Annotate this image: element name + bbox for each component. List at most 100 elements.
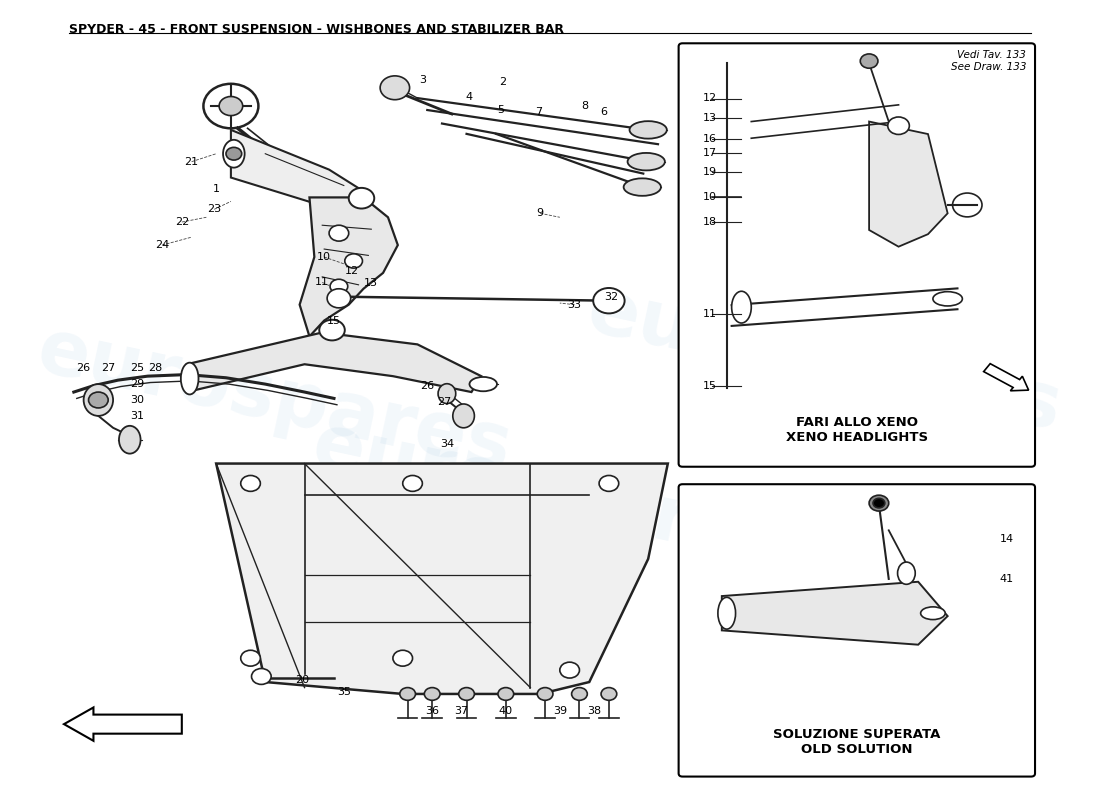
Circle shape (425, 687, 440, 700)
Circle shape (873, 498, 884, 508)
Text: 28: 28 (148, 363, 163, 374)
Text: 25: 25 (131, 363, 145, 374)
Text: 17: 17 (703, 148, 717, 158)
FancyArrow shape (64, 707, 182, 741)
Circle shape (344, 254, 363, 268)
Text: 33: 33 (568, 300, 582, 310)
Text: 30: 30 (131, 395, 144, 405)
Text: 9: 9 (537, 208, 543, 218)
Circle shape (88, 392, 108, 408)
Text: 3: 3 (419, 75, 426, 85)
Text: 22: 22 (175, 217, 189, 227)
Circle shape (330, 279, 348, 294)
Ellipse shape (624, 178, 661, 196)
Ellipse shape (921, 607, 945, 619)
Text: 26: 26 (77, 363, 90, 374)
Text: 14: 14 (1000, 534, 1013, 544)
Text: 11: 11 (703, 310, 717, 319)
Text: 38: 38 (587, 706, 602, 717)
Circle shape (252, 669, 272, 685)
Polygon shape (722, 582, 947, 645)
Ellipse shape (933, 292, 962, 306)
Circle shape (403, 475, 422, 491)
Text: SPYDER - 45 - FRONT SUSPENSION - WISHBONES AND STABILIZER BAR: SPYDER - 45 - FRONT SUSPENSION - WISHBON… (69, 22, 564, 36)
Circle shape (381, 76, 409, 100)
Circle shape (953, 193, 982, 217)
Text: FARI ALLO XENO
XENO HEADLIGHTS: FARI ALLO XENO XENO HEADLIGHTS (785, 416, 928, 444)
Text: 11: 11 (316, 278, 329, 287)
Text: 13: 13 (364, 278, 378, 288)
Text: 10: 10 (703, 192, 717, 202)
Text: 16: 16 (703, 134, 717, 144)
Circle shape (241, 475, 261, 491)
Polygon shape (231, 130, 373, 210)
Text: 12: 12 (344, 266, 359, 275)
Text: 29: 29 (131, 379, 145, 389)
Text: 8: 8 (581, 101, 587, 111)
Text: 39: 39 (553, 706, 566, 717)
Text: eurospares: eurospares (733, 211, 981, 299)
Text: 26: 26 (420, 381, 434, 390)
Ellipse shape (470, 377, 497, 391)
Circle shape (349, 188, 374, 209)
Text: 15: 15 (327, 315, 341, 326)
Circle shape (572, 687, 587, 700)
Polygon shape (869, 122, 947, 246)
Ellipse shape (119, 426, 141, 454)
Text: 10: 10 (317, 252, 331, 262)
Text: 40: 40 (498, 706, 513, 717)
Text: eurospares: eurospares (31, 314, 519, 486)
Circle shape (560, 662, 580, 678)
Text: 6: 6 (601, 107, 607, 118)
Ellipse shape (898, 562, 915, 584)
Text: 35: 35 (337, 687, 351, 698)
Circle shape (219, 97, 243, 115)
Circle shape (327, 289, 351, 308)
Circle shape (537, 687, 553, 700)
Text: 21: 21 (185, 157, 199, 166)
Text: 23: 23 (207, 204, 221, 214)
Ellipse shape (718, 598, 736, 629)
Ellipse shape (732, 291, 751, 323)
Text: eurospares: eurospares (581, 274, 1069, 446)
Circle shape (498, 687, 514, 700)
Text: 36: 36 (426, 706, 439, 717)
Text: 7: 7 (535, 107, 542, 118)
Circle shape (888, 117, 910, 134)
Text: eurospares: eurospares (760, 596, 954, 665)
Circle shape (226, 147, 242, 160)
Text: 18: 18 (703, 218, 717, 227)
Text: 15: 15 (703, 382, 717, 391)
Circle shape (399, 687, 416, 700)
Text: 27: 27 (437, 397, 451, 406)
Circle shape (869, 495, 889, 511)
FancyArrow shape (983, 364, 1028, 390)
Text: 34: 34 (440, 438, 454, 449)
Text: 13: 13 (703, 114, 717, 123)
Circle shape (600, 475, 618, 491)
Text: 37: 37 (454, 706, 469, 717)
Ellipse shape (223, 140, 244, 168)
FancyBboxPatch shape (679, 43, 1035, 466)
Text: 24: 24 (155, 240, 169, 250)
Circle shape (860, 54, 878, 68)
Text: 19: 19 (703, 166, 717, 177)
Circle shape (241, 650, 261, 666)
Circle shape (593, 288, 625, 314)
Circle shape (319, 320, 344, 341)
Text: 2: 2 (499, 78, 506, 87)
Text: 1: 1 (212, 185, 220, 194)
Polygon shape (299, 198, 398, 337)
Polygon shape (187, 333, 482, 392)
Circle shape (601, 687, 617, 700)
Circle shape (329, 226, 349, 241)
Ellipse shape (180, 362, 198, 394)
Text: Vedi Tav. 133
See Draw. 133: Vedi Tav. 133 See Draw. 133 (950, 50, 1026, 72)
Text: eurospares: eurospares (306, 409, 794, 582)
Ellipse shape (629, 121, 667, 138)
Ellipse shape (453, 404, 474, 428)
Ellipse shape (84, 384, 113, 416)
Circle shape (393, 650, 412, 666)
Text: 5: 5 (497, 105, 505, 115)
Ellipse shape (628, 153, 664, 170)
